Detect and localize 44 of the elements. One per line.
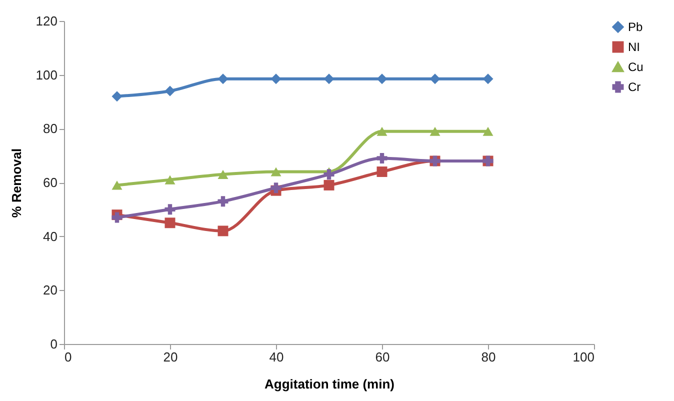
y-tick-label: 60 bbox=[43, 175, 58, 190]
y-tick-label: 0 bbox=[50, 336, 58, 352]
legend-label: Pb bbox=[628, 20, 644, 34]
y-axis-title: % Removal bbox=[8, 148, 24, 218]
point bbox=[112, 212, 122, 223]
x-tick-label: 100 bbox=[572, 350, 594, 364]
y-tick-label: 100 bbox=[36, 67, 58, 82]
point bbox=[482, 74, 494, 84]
legend-label: Cu bbox=[628, 60, 644, 74]
x-tick-label: 40 bbox=[269, 350, 284, 364]
legend-label: Cr bbox=[628, 80, 641, 94]
point bbox=[270, 167, 282, 176]
y-tick-label: 80 bbox=[43, 121, 58, 136]
point bbox=[112, 180, 122, 190]
point bbox=[164, 86, 176, 96]
y-tick-label: 20 bbox=[43, 282, 58, 298]
x-axis-title: Aggitation time (min) bbox=[264, 376, 394, 392]
y-tick-label: 120 bbox=[36, 14, 58, 28]
x-tick-label: 0 bbox=[64, 350, 72, 364]
point bbox=[164, 175, 176, 184]
point bbox=[376, 126, 388, 136]
x-tick-label: 60 bbox=[375, 350, 390, 364]
point bbox=[376, 74, 388, 84]
point bbox=[218, 170, 228, 179]
point bbox=[324, 169, 334, 180]
point bbox=[376, 166, 388, 177]
point bbox=[218, 196, 228, 207]
point bbox=[430, 126, 440, 136]
point bbox=[218, 74, 228, 84]
point bbox=[482, 126, 494, 136]
point bbox=[324, 74, 334, 84]
point bbox=[164, 218, 176, 228]
point bbox=[376, 153, 388, 164]
point bbox=[270, 74, 282, 84]
point bbox=[112, 91, 122, 102]
x-tick-label: 20 bbox=[163, 350, 178, 364]
x-tick-label: 80 bbox=[481, 350, 496, 364]
point bbox=[430, 74, 440, 84]
point bbox=[218, 226, 228, 236]
legend-label: NI bbox=[628, 40, 640, 54]
point bbox=[270, 182, 282, 194]
y-tick-label: 40 bbox=[43, 228, 58, 244]
point bbox=[164, 204, 176, 215]
point bbox=[324, 180, 334, 190]
